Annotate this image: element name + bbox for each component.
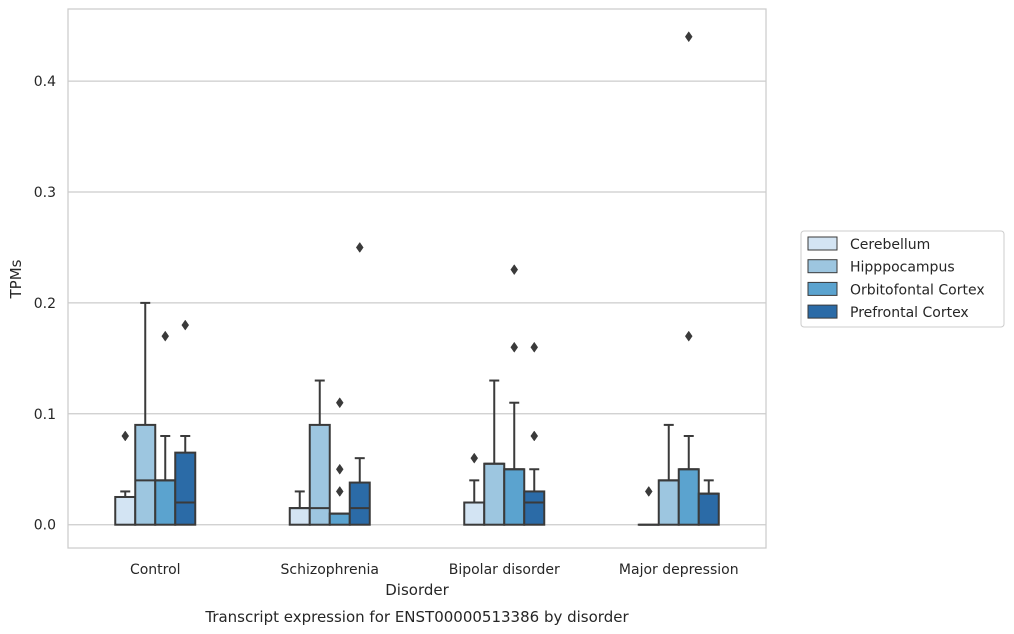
x-axis-ticks: Control Schizophrenia Bipolar disorder Majo… — [130, 562, 739, 578]
legend: Cerebellum Hipppocampus Orbitofontal Corte… — [800, 230, 1005, 328]
plot-area-background — [68, 9, 766, 548]
outlier-point — [161, 330, 170, 342]
x-axis-title: Disorder — [385, 581, 449, 599]
box-2-2 — [503, 264, 526, 526]
outlier-point — [684, 31, 693, 43]
x-tick-label: Schizophrenia — [281, 562, 379, 578]
box-3-2 — [523, 341, 546, 526]
outlier-point — [510, 341, 519, 353]
box-body — [114, 495, 137, 526]
outlier-point — [684, 330, 693, 342]
legend-label: Hipppocampus — [850, 260, 955, 276]
outlier-point — [644, 486, 653, 497]
legend-label: Prefrontal Cortex — [850, 305, 969, 321]
box-body — [483, 462, 506, 526]
legend-swatch — [807, 304, 838, 319]
legend-swatch — [807, 236, 838, 251]
box-0-0 — [114, 430, 137, 526]
box-3-1 — [348, 242, 371, 526]
legend-frame — [800, 230, 1005, 328]
y-tick-label: 0.1 — [34, 407, 56, 423]
outlier-point — [121, 430, 130, 442]
chart-caption: Transcript expression for ENST0000051338… — [204, 608, 629, 626]
outlier-point — [335, 486, 344, 497]
box-3-3 — [697, 479, 720, 526]
legend-swatch — [807, 281, 838, 296]
box-body — [677, 468, 700, 526]
box-body — [134, 423, 157, 526]
y-tick-label: 0.2 — [34, 296, 56, 312]
outlier-point — [181, 319, 190, 331]
box-1-0 — [134, 301, 157, 526]
box-1-3 — [657, 423, 680, 526]
legend-label: Orbitofontal Cortex — [850, 282, 985, 298]
legend-swatch — [807, 259, 838, 274]
y-axis-ticks: 0.0 0.1 0.2 0.3 0.4 — [34, 74, 56, 534]
outlier-point — [335, 463, 344, 475]
x-tick-label: Major depression — [619, 562, 739, 578]
outlier-point — [510, 264, 519, 276]
box-body — [174, 451, 197, 526]
box-body — [308, 423, 331, 526]
box-body — [463, 501, 486, 526]
x-tick-label: Bipolar disorder — [449, 562, 560, 578]
x-tick-label: Control — [130, 562, 181, 578]
outlier-point — [470, 452, 479, 464]
y-tick-label: 0.0 — [34, 518, 56, 534]
box-groups — [114, 31, 720, 526]
box-body — [154, 479, 177, 526]
box-body — [503, 468, 526, 526]
y-axis-title: TPMs — [7, 259, 25, 299]
box-0-2 — [463, 452, 486, 526]
y-tick-label: 0.3 — [34, 185, 56, 201]
y-tick-label: 0.4 — [34, 74, 56, 90]
plot-frame — [67, 8, 767, 549]
outlier-point — [530, 341, 539, 353]
outlier-point — [355, 242, 364, 253]
box-1-1 — [308, 379, 331, 526]
legend-label: Cerebellum — [850, 237, 930, 253]
box-1-2 — [483, 379, 506, 526]
box-body — [288, 507, 311, 526]
outlier-point — [335, 397, 344, 409]
box-3-0 — [174, 319, 197, 526]
box-body — [523, 490, 546, 526]
box-body — [328, 512, 351, 526]
box-body — [657, 479, 680, 526]
box-body — [348, 481, 371, 526]
box-body — [697, 492, 720, 526]
outlier-point — [530, 430, 539, 442]
